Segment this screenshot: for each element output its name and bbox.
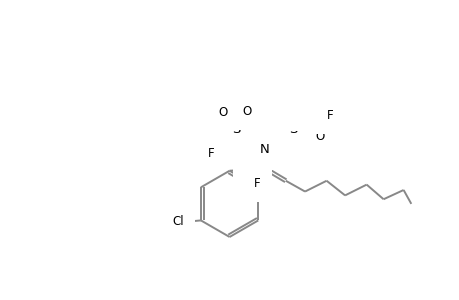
Text: F: F xyxy=(326,109,332,122)
Text: N: N xyxy=(260,143,269,157)
Text: F: F xyxy=(206,133,213,146)
Text: F: F xyxy=(244,168,251,181)
Text: F: F xyxy=(196,143,203,157)
Text: O: O xyxy=(301,106,310,119)
Text: O: O xyxy=(242,105,252,118)
Text: S: S xyxy=(232,123,240,136)
Text: F: F xyxy=(309,107,315,120)
Text: O: O xyxy=(315,130,325,142)
Text: F: F xyxy=(207,146,214,160)
Text: F: F xyxy=(321,97,328,110)
Text: O: O xyxy=(218,106,227,119)
Text: F: F xyxy=(253,177,260,190)
Text: S: S xyxy=(289,123,297,136)
Text: Cl: Cl xyxy=(172,215,183,229)
